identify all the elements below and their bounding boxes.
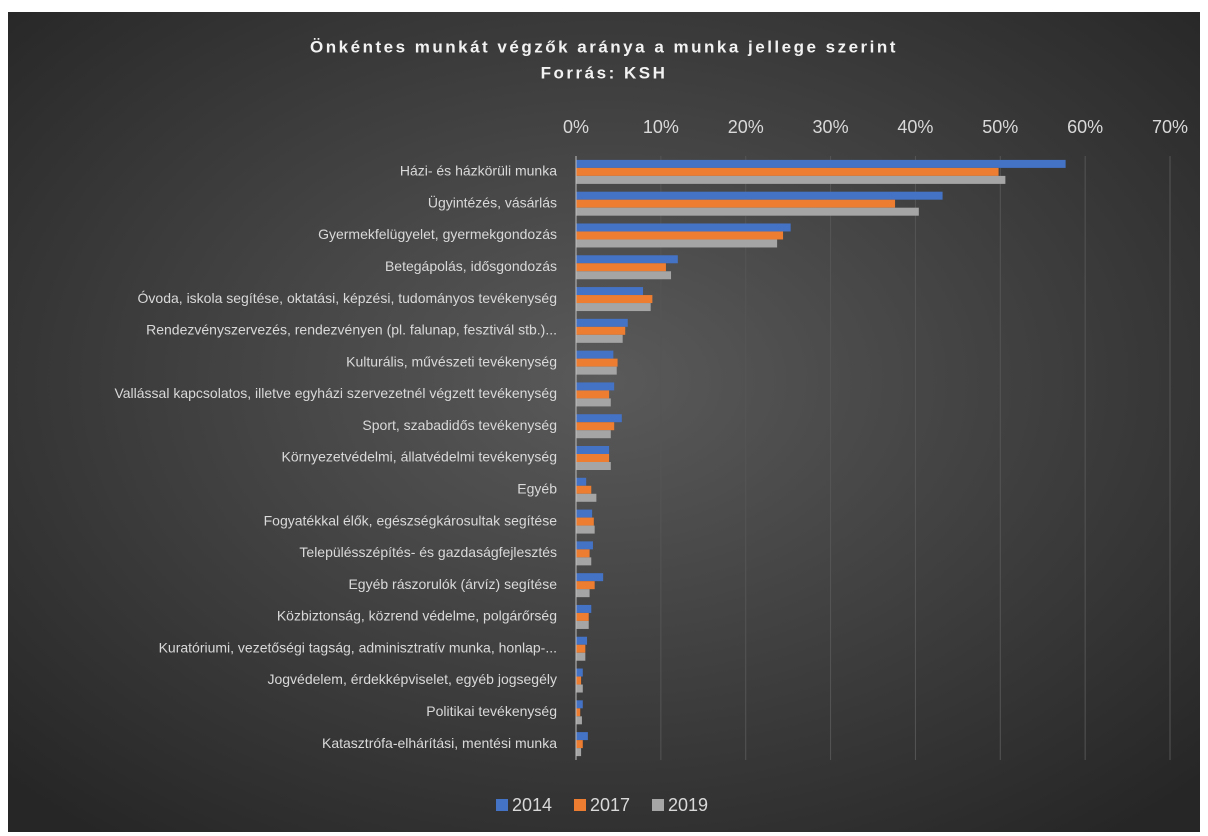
bar: [576, 239, 778, 248]
bar: [576, 199, 896, 208]
bar: [576, 191, 943, 200]
bar: [576, 493, 597, 502]
bar: [576, 589, 590, 598]
y-tick-label: Egyéb: [517, 480, 557, 496]
y-tick-label: Jogvédelem, érdekképviselet, egyéb jogse…: [267, 671, 557, 687]
y-tick-label: Rendezvényszervezés, rendezvényen (pl. f…: [146, 322, 557, 338]
y-tick-label: Egyéb rászorulók (árvíz) segítése: [348, 576, 557, 592]
bar: [576, 652, 586, 661]
bar: [576, 446, 610, 454]
x-tick-label: 20%: [728, 117, 764, 137]
bar: [576, 358, 618, 367]
bar: [576, 462, 611, 470]
bar: [576, 303, 651, 312]
bar: [576, 398, 611, 407]
bar: [576, 326, 626, 335]
bar: [576, 620, 589, 629]
legend-swatch: [574, 799, 586, 811]
bar: [576, 390, 610, 399]
y-tick-label: Házi- és házkörüli munka: [400, 163, 557, 179]
bar: [576, 318, 628, 327]
y-tick-label: Politikai tevékenység: [426, 703, 557, 719]
bar: [576, 748, 582, 757]
bar: [576, 477, 587, 486]
bar: [576, 454, 610, 462]
bar: [576, 430, 611, 439]
bar: [576, 700, 583, 709]
legend-label: 2014: [512, 795, 552, 815]
bar: [576, 604, 592, 613]
bar: [576, 287, 644, 296]
bar: [576, 517, 594, 526]
bar: [576, 350, 614, 359]
bar: [576, 159, 1066, 168]
bar: [576, 295, 653, 304]
y-tick-label: Betegápolás, idősgondozás: [385, 258, 557, 274]
bar: [576, 167, 999, 176]
bar: [576, 485, 592, 494]
bar: [576, 708, 581, 717]
x-tick-label: 40%: [897, 117, 933, 137]
bar: [576, 414, 622, 423]
bar: [576, 541, 593, 550]
legend-label: 2017: [590, 795, 630, 815]
bar: [576, 231, 784, 240]
legend-swatch: [652, 799, 664, 811]
y-tick-label: Óvoda, iskola segítése, oktatási, képzés…: [138, 290, 557, 306]
bar: [576, 366, 617, 375]
bar: [576, 255, 678, 264]
bar: [576, 382, 615, 391]
y-tick-label: Katasztrófa-elhárítási, mentési munka: [322, 735, 557, 751]
y-tick-label: Fogyatékkal élők, egészségkárosultak seg…: [264, 512, 558, 528]
legend-label: 2019: [668, 795, 708, 815]
bar: [576, 557, 592, 566]
bar: [576, 716, 582, 725]
chart-subtitle: Forrás: KSH: [541, 63, 668, 82]
x-tick-label: 60%: [1067, 117, 1103, 137]
x-tick-label: 30%: [813, 117, 849, 137]
x-tick-label: 50%: [982, 117, 1018, 137]
y-tick-label: Közbiztonság, közrend védelme, polgárőrs…: [277, 608, 557, 624]
bar: [576, 676, 582, 685]
y-tick-label: Településszépítés- és gazdaságfejlesztés: [299, 544, 557, 560]
bar: [576, 644, 586, 653]
bar: [576, 175, 1006, 184]
bar: [576, 509, 593, 518]
y-tick-label: Vallással kapcsolatos, illetve egyházi s…: [114, 385, 557, 401]
bar: [576, 334, 623, 343]
bar: [576, 612, 589, 621]
x-tick-label: 70%: [1152, 117, 1188, 137]
bar: [576, 422, 615, 431]
y-tick-label: Sport, szabadidős tevékenység: [362, 417, 557, 433]
bar: [576, 684, 583, 693]
bar: [576, 525, 595, 534]
bar: [576, 223, 791, 232]
bar: [576, 581, 595, 590]
bar: [576, 263, 666, 272]
y-tick-label: Kuratóriumi, vezetőségi tagság, adminisz…: [159, 639, 557, 655]
y-tick-label: Környezetvédelmi, állatvédelmi tevékenys…: [282, 449, 557, 465]
legend-swatch: [496, 799, 508, 811]
bar: [576, 732, 588, 741]
x-tick-label: 10%: [643, 117, 679, 137]
chart-title: Önkéntes munkát végzők aránya a munka je…: [310, 37, 898, 56]
y-tick-label: Ügyintézés, vásárlás: [428, 193, 557, 210]
bar: [576, 207, 919, 216]
bar: [576, 668, 583, 677]
bar: [576, 271, 672, 280]
bar: [576, 549, 590, 558]
x-tick-label: 0%: [563, 117, 589, 137]
bar: [576, 636, 588, 645]
bar: [576, 740, 583, 749]
bar: [576, 573, 604, 582]
y-tick-label: Kulturális, művészeti tevékenység: [346, 353, 557, 369]
y-tick-label: Gyermekfelügyelet, gyermekgondozás: [318, 226, 557, 242]
